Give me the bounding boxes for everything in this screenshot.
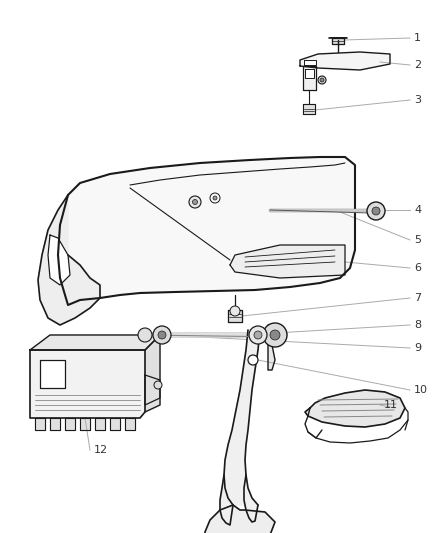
Circle shape	[189, 196, 201, 208]
Text: 12: 12	[94, 445, 108, 455]
Polygon shape	[110, 418, 120, 430]
Polygon shape	[228, 310, 242, 322]
Polygon shape	[30, 335, 160, 350]
Polygon shape	[303, 66, 316, 90]
Polygon shape	[304, 60, 316, 65]
Circle shape	[320, 78, 324, 82]
Polygon shape	[95, 418, 105, 430]
Polygon shape	[205, 505, 275, 533]
Circle shape	[153, 326, 171, 344]
Polygon shape	[65, 418, 75, 430]
Circle shape	[263, 323, 287, 347]
Text: 3: 3	[414, 95, 421, 105]
Polygon shape	[332, 38, 344, 44]
Text: 9: 9	[414, 343, 421, 353]
Circle shape	[248, 355, 258, 365]
Polygon shape	[30, 350, 145, 418]
Text: 10: 10	[414, 385, 428, 395]
Text: 4: 4	[414, 205, 421, 215]
Polygon shape	[224, 330, 260, 505]
Polygon shape	[305, 390, 405, 427]
Circle shape	[254, 331, 262, 339]
Circle shape	[367, 202, 385, 220]
Circle shape	[154, 381, 162, 389]
Circle shape	[213, 196, 217, 200]
Polygon shape	[48, 235, 70, 285]
Polygon shape	[268, 325, 275, 370]
Polygon shape	[300, 52, 390, 70]
Text: 8: 8	[414, 320, 421, 330]
Polygon shape	[40, 360, 65, 388]
Text: 2: 2	[414, 60, 421, 70]
Circle shape	[158, 331, 166, 339]
Circle shape	[230, 306, 240, 316]
Polygon shape	[38, 195, 100, 325]
Text: 5: 5	[414, 235, 421, 245]
Polygon shape	[305, 69, 314, 78]
Polygon shape	[303, 104, 315, 114]
Circle shape	[138, 328, 152, 342]
Circle shape	[249, 326, 267, 344]
Circle shape	[270, 330, 280, 340]
Polygon shape	[35, 418, 45, 430]
Text: 11: 11	[384, 400, 398, 410]
Text: 1: 1	[414, 33, 421, 43]
Polygon shape	[50, 418, 60, 430]
Polygon shape	[80, 418, 90, 430]
Text: 6: 6	[414, 263, 421, 273]
Circle shape	[372, 207, 380, 215]
Text: 7: 7	[414, 293, 421, 303]
Polygon shape	[58, 157, 355, 305]
Polygon shape	[125, 418, 135, 430]
Polygon shape	[220, 475, 258, 525]
Polygon shape	[230, 245, 345, 278]
Polygon shape	[145, 335, 160, 412]
Polygon shape	[145, 375, 160, 405]
Circle shape	[192, 199, 198, 205]
Circle shape	[318, 76, 326, 84]
